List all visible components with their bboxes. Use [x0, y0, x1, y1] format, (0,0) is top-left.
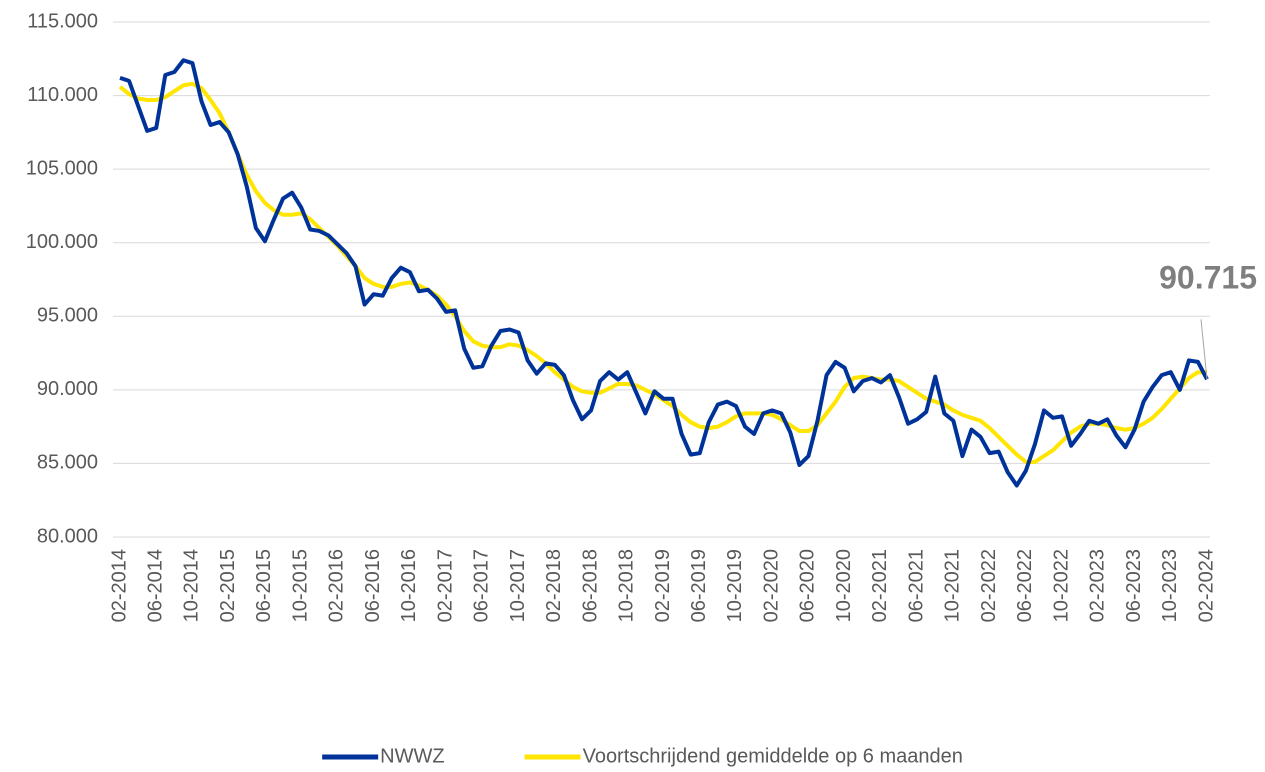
x-tick-label: 10-2017 — [507, 549, 529, 622]
x-tick-label: 02-2020 — [760, 549, 782, 622]
series-line — [119, 58, 1209, 488]
x-tick-label: 06-2023 — [1123, 549, 1145, 622]
x-tick-label: 06-2017 — [471, 549, 493, 622]
leader-line — [1200, 319, 1208, 380]
data-label: 90.715 — [1159, 259, 1257, 295]
y-tick-label: 115.000 — [27, 10, 98, 32]
x-tick-label: 06-2022 — [1014, 549, 1036, 622]
x-tick-label: 06-2019 — [688, 549, 710, 622]
y-tick-label: 110.000 — [27, 84, 98, 106]
legend: NWWZ Voortschrijdend gemiddelde op 6 maan… — [322, 745, 963, 767]
y-tick-label: 90.000 — [37, 378, 98, 400]
y-tick-label: 105.000 — [26, 157, 98, 179]
x-tick-label: 02-2017 — [434, 549, 456, 622]
x-tick-label: 10-2021 — [942, 549, 964, 622]
x-tick-label: 02-2022 — [978, 549, 1000, 622]
x-tick-label: 02-2019 — [652, 549, 674, 622]
x-tick-label: 06-2020 — [797, 549, 819, 622]
x-tick-label: 02-2024 — [1195, 549, 1217, 622]
x-tick-label: 02-2018 — [543, 549, 565, 622]
x-tick-label: 02-2023 — [1087, 549, 1109, 622]
x-tick-label: 10-2022 — [1050, 549, 1072, 622]
x-tick-label: 10-2020 — [833, 549, 855, 622]
x-tick-label: 06-2016 — [362, 549, 384, 622]
x-tick-label: 10-2016 — [398, 549, 420, 622]
x-tick-label: 02-2015 — [217, 549, 239, 622]
x-tick-label: 06-2018 — [579, 549, 601, 622]
y-tick-label: 80.000 — [37, 525, 98, 547]
series-line — [118, 81, 1207, 464]
x-tick-label: 06-2014 — [145, 549, 167, 622]
x-tick-label: 10-2023 — [1159, 549, 1181, 622]
legend-label: Voortschrijdend gemiddelde op 6 maanden — [583, 745, 963, 767]
x-tick-label: 06-2021 — [905, 549, 927, 622]
x-tick-label: 10-2015 — [289, 549, 311, 622]
y-tick-label: 85.000 — [37, 452, 98, 474]
x-tick-label: 02-2021 — [869, 549, 891, 622]
x-tick-label: 06-2015 — [253, 549, 275, 622]
y-tick-label: 100.000 — [26, 231, 98, 253]
x-tick-label: 02-2014 — [108, 549, 130, 622]
x-tick-label: 02-2016 — [326, 549, 348, 622]
x-tick-label: 10-2019 — [724, 549, 746, 622]
x-tick-label: 10-2014 — [181, 549, 203, 622]
x-tick-label: 10-2018 — [616, 549, 638, 622]
legend-label: NWWZ — [380, 745, 444, 767]
y-tick-label: 95.000 — [37, 305, 98, 327]
